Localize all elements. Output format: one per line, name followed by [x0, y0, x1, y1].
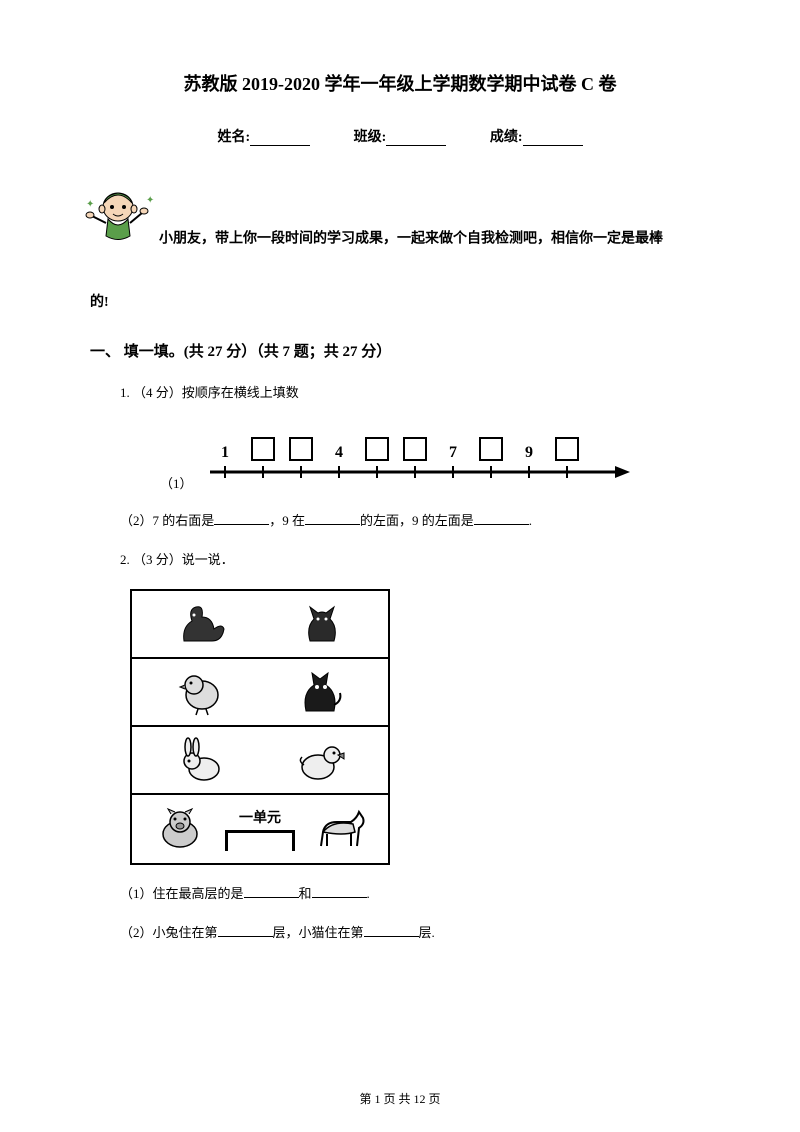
intro-block: ✦ ✦ 小朋友，带上你一段时间的学习成果，一起来做个自我检测吧，相信你一定是最棒	[90, 181, 710, 256]
floor-2	[132, 727, 388, 795]
exam-title: 苏教版 2019-2020 学年一年级上学期数学期中试卷 C 卷	[90, 70, 710, 96]
svg-text:✦: ✦	[86, 199, 94, 210]
q2-sub1-a: （1）住在最高层的是	[120, 886, 244, 901]
q1-sub1-label: （1）	[160, 473, 193, 492]
floor-1: 一单元	[132, 795, 388, 863]
cat-sitting-icon	[289, 597, 349, 652]
q2-sub1-b: 和	[299, 886, 312, 901]
pig-icon	[150, 802, 210, 857]
section-1-heading: 一、 填一填。(共 27 分）（共 7 题；共 27 分）	[90, 340, 710, 361]
unit-label: 一单元	[239, 807, 281, 827]
score-blank[interactable]	[523, 132, 583, 146]
svg-text:1: 1	[221, 444, 229, 461]
apartment-diagram: 一单元	[130, 589, 390, 865]
q1-sub2-c: 的左面，9 的左面是	[360, 513, 474, 528]
floor-4	[132, 591, 388, 659]
horse-icon	[310, 802, 370, 857]
kid-icon: ✦ ✦	[80, 181, 155, 256]
q1-sub2-b: ，9 在	[269, 513, 305, 528]
unit-sign: 一单元	[225, 807, 295, 851]
class-label: 班级:	[354, 126, 387, 146]
q1-sub2-a: （2）7 的右面是	[120, 513, 214, 528]
q1-text: 1. （4 分）按顺序在横线上填数	[120, 379, 710, 408]
class-blank[interactable]	[386, 132, 446, 146]
page-footer: 第 1 页 共 12 页	[0, 1090, 800, 1107]
intro-text-2: 的!	[90, 286, 710, 320]
q2-sub2: （2）小兔住在第 层，小猫住在第 层.	[120, 919, 710, 948]
q2-sub2-c: 层.	[419, 925, 435, 940]
q1-sub2-d: .	[529, 513, 532, 528]
q2-text: 2. （3 分）说一说．	[120, 546, 710, 575]
dog-icon	[171, 597, 231, 652]
name-blank[interactable]	[250, 132, 310, 146]
blank[interactable]	[312, 885, 367, 898]
floor-3	[132, 659, 388, 727]
number-line: （1） 1 4 7 9	[130, 432, 710, 492]
q2-sub2-a: （2）小兔住在第	[120, 925, 218, 940]
blank[interactable]	[218, 924, 273, 937]
svg-text:✦: ✦	[146, 195, 154, 206]
score-label: 成绩:	[490, 126, 523, 146]
svg-text:9: 9	[525, 444, 533, 461]
name-label: 姓名:	[217, 126, 250, 146]
q1-sub2: （2）7 的右面是 ，9 在 的左面，9 的左面是.	[120, 507, 710, 536]
duck-icon	[289, 733, 349, 788]
svg-text:4: 4	[335, 444, 343, 461]
blank[interactable]	[305, 512, 360, 525]
svg-text:7: 7	[449, 444, 457, 461]
student-info-line: 姓名: 班级: 成绩:	[90, 126, 710, 146]
rabbit-icon	[171, 733, 231, 788]
q2-sub2-b: 层，小猫住在第	[273, 925, 364, 940]
cat-dark-icon	[289, 665, 349, 720]
blank[interactable]	[474, 512, 529, 525]
chick-icon	[171, 665, 231, 720]
blank[interactable]	[364, 924, 419, 937]
intro-text-1: 小朋友，带上你一段时间的学习成果，一起来做个自我检测吧，相信你一定是最棒	[159, 231, 663, 246]
q2-sub1-c: .	[367, 886, 370, 901]
blank[interactable]	[244, 885, 299, 898]
blank[interactable]	[214, 512, 269, 525]
q2-sub1: （1）住在最高层的是 和.	[120, 880, 710, 909]
